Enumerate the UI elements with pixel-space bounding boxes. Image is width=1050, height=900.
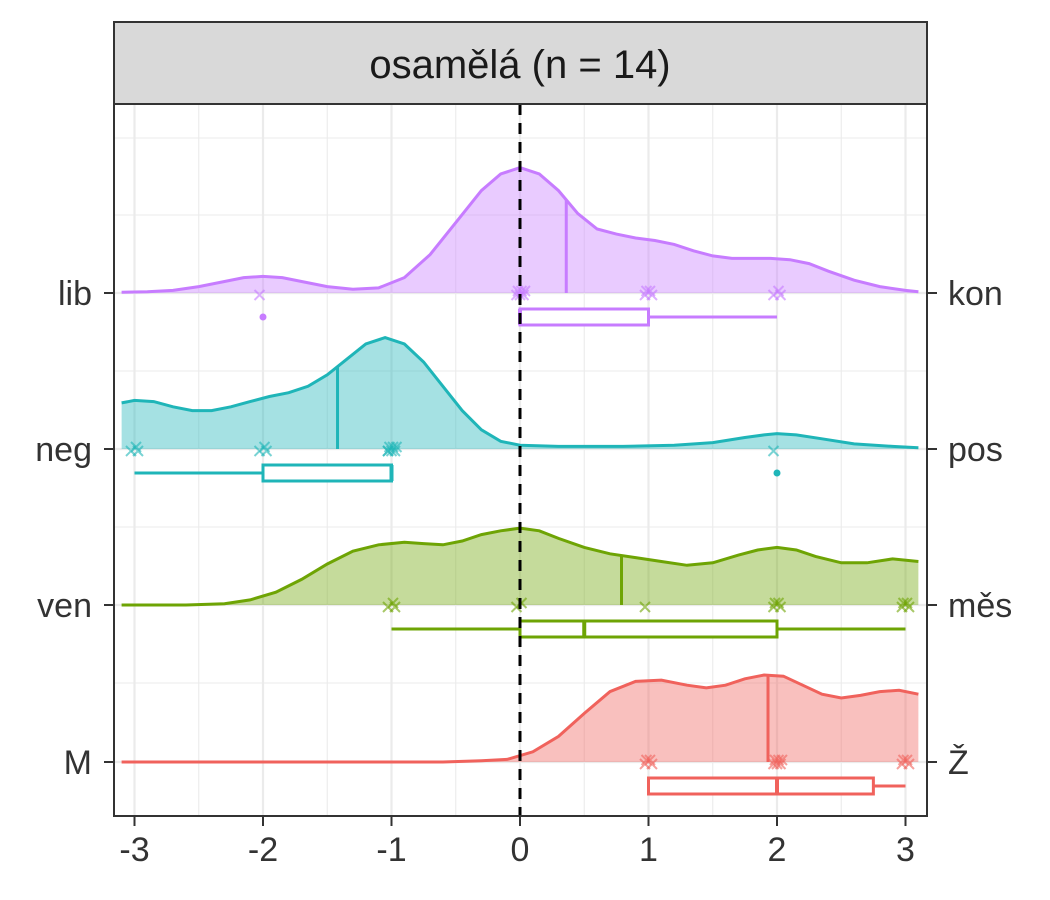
left-label-ven_mes: ven [37,587,92,625]
data-point [260,445,273,457]
data-point [389,601,401,613]
data-point [646,289,658,301]
box-lib_kon [518,307,650,327]
data-point [390,441,403,453]
right-label-lib_kon: kon [948,275,1003,313]
outlier-point [259,313,267,321]
data-point [769,597,781,609]
left-label-lib_kon: lib [58,275,92,313]
data-point [519,285,531,297]
box-neg_pos [261,463,393,483]
density-area-lib_kon [121,167,919,293]
left-label-M_Z: M [64,744,92,782]
data-point [897,754,910,766]
data-point [253,289,266,301]
data-point [774,601,787,613]
panel-strip [113,21,928,105]
x-tick-label: 2 [768,831,787,869]
right-label-neg_pos: pos [948,431,1003,469]
series-M_Z [121,673,919,796]
x-tick-label: 3 [896,831,915,869]
x-tick-label: 1 [639,831,658,869]
box-ven_mes [518,619,779,639]
density-area-neg_pos [121,337,919,449]
left-axis: lib neg ven M [35,275,114,782]
left-label-neg_pos: neg [35,431,92,469]
panel-title: osamělá (n = 14) [369,43,670,87]
density-line-ven_mes [121,526,919,607]
density-line-lib_kon [121,166,919,294]
data-point [767,445,780,457]
data-point [640,754,653,766]
outlier-point [773,469,781,477]
right-axis: kon pos měs Ž [927,275,1012,782]
x-tick-label: -1 [376,831,406,869]
data-point [382,445,394,457]
right-label-ven_mes: měs [948,587,1012,625]
density-area-M_Z [121,675,919,762]
data-point [897,597,910,609]
series-layer [121,166,919,796]
density-line-M_Z [121,673,919,764]
x-axis: -3 -2 -1 0 1 2 3 [119,816,915,869]
data-point [639,601,651,613]
data-point [132,445,144,457]
x-tick-label: -2 [248,831,278,869]
data-point [774,289,787,301]
data-point [646,758,658,770]
density-line-neg_pos [121,336,919,450]
series-lib_kon [121,166,919,327]
data-point [903,758,915,770]
right-label-M_Z: Ž [948,744,969,782]
box-M_Z [647,776,875,796]
x-tick-label: 0 [511,831,530,869]
data-point [903,601,915,613]
series-neg_pos [121,336,919,483]
data-point [640,285,653,297]
data-point [776,754,788,766]
x-tick-label: -3 [119,831,149,869]
